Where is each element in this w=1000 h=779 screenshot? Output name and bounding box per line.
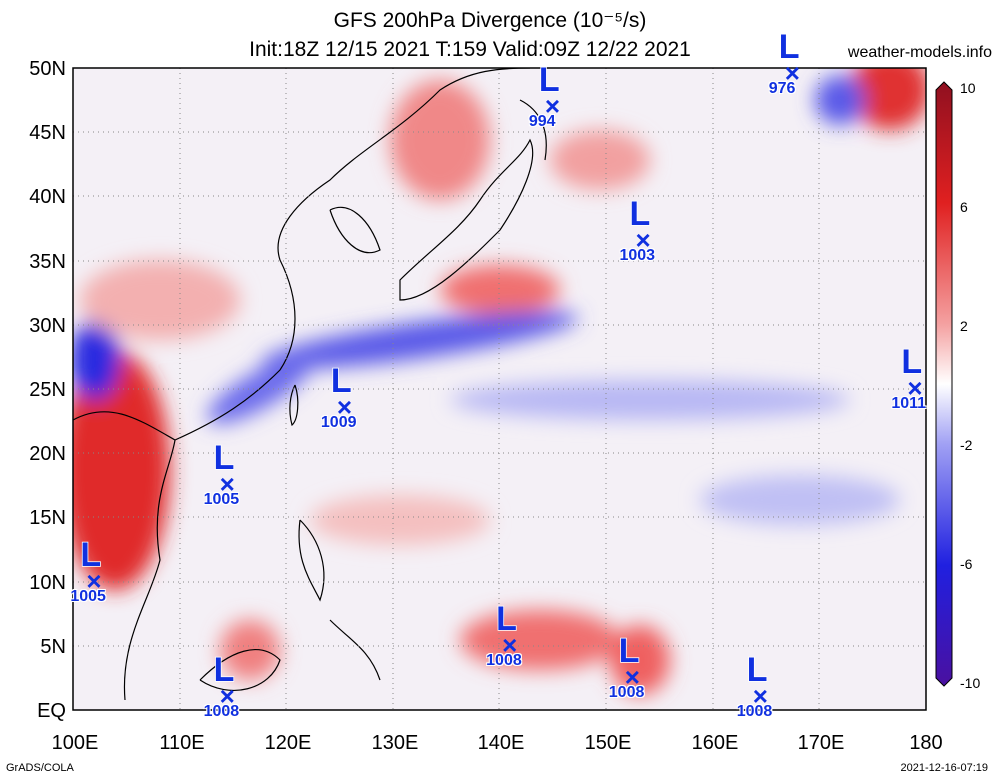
colorbar-label: 2 bbox=[960, 318, 968, 334]
low-letter: L bbox=[746, 650, 768, 690]
chart-subtitle: Init:18Z 12/15 2021 T:159 Valid:09Z 12/2… bbox=[249, 38, 691, 61]
low-center-icon: × bbox=[752, 681, 768, 712]
colorbar-label: 6 bbox=[960, 199, 968, 215]
low-letter: L bbox=[495, 599, 517, 639]
low-pressure-value: 1008 bbox=[486, 651, 522, 669]
low-center-icon: × bbox=[219, 469, 235, 500]
low-letter: L bbox=[80, 535, 102, 575]
lat-label: 10N bbox=[29, 572, 66, 594]
chart-title: GFS 200hPa Divergence (10⁻⁵/s) bbox=[333, 9, 647, 32]
lon-label: 180 bbox=[909, 732, 943, 754]
lon-label: 140E bbox=[477, 732, 525, 754]
lon-label: 170E bbox=[797, 732, 845, 754]
low-pressure-value: 1005 bbox=[70, 587, 106, 605]
lon-label: 110E bbox=[159, 732, 205, 754]
lon-label: 100E bbox=[51, 732, 99, 754]
footer-right: 2021-12-16-07:19 bbox=[900, 762, 988, 774]
low-letter: L bbox=[213, 650, 235, 690]
low-center-icon: × bbox=[907, 373, 923, 403]
lat-label: 5N bbox=[40, 636, 66, 658]
low-letter: L bbox=[901, 342, 923, 382]
lat-label: 35N bbox=[29, 251, 66, 273]
low-center-icon: × bbox=[502, 629, 518, 660]
lon-label: 120E bbox=[264, 732, 312, 754]
lat-label: 20N bbox=[29, 443, 66, 465]
lon-label: 160E bbox=[691, 732, 739, 754]
graticule bbox=[73, 68, 926, 710]
low-pressure-value: 994 bbox=[528, 112, 556, 130]
map-frame bbox=[72, 67, 927, 711]
low-center-icon: × bbox=[86, 565, 102, 596]
low-letter: L bbox=[213, 439, 235, 479]
low-center-icon: × bbox=[784, 58, 800, 89]
low-pressure-value: 976 bbox=[768, 80, 796, 98]
colorbar-label: -6 bbox=[960, 556, 973, 572]
low-pressure-value: 1011 bbox=[891, 395, 927, 412]
footer-left: GrADS/COLA bbox=[6, 762, 74, 774]
low-pressure-value: 1008 bbox=[203, 703, 240, 721]
coastlines bbox=[73, 68, 547, 701]
low-center-icon: × bbox=[624, 661, 640, 692]
low-pressure-value: 1008 bbox=[736, 703, 773, 721]
lon-label: 130E bbox=[371, 732, 419, 754]
colorbar-label: 10 bbox=[960, 80, 976, 96]
low-pressure-value: 1003 bbox=[619, 247, 656, 265]
lat-label: 15N bbox=[29, 507, 66, 529]
low-pressure-value: 1008 bbox=[608, 683, 645, 701]
lat-label: 25N bbox=[29, 379, 66, 401]
low-letter: L bbox=[629, 195, 651, 235]
low-letter: L bbox=[618, 631, 640, 671]
site-credit: weather-models.info bbox=[847, 44, 992, 61]
lat-label: 50N bbox=[29, 58, 66, 80]
low-center-icon: × bbox=[219, 681, 235, 712]
low-letter: L bbox=[330, 362, 352, 402]
lat-label: EQ bbox=[37, 700, 66, 722]
low-pressure-value: 1005 bbox=[203, 491, 240, 509]
low-pressure-value: 1009 bbox=[320, 414, 357, 432]
lat-label: 30N bbox=[29, 315, 66, 337]
lon-label: 150E bbox=[584, 732, 632, 754]
divergence-field bbox=[73, 68, 926, 695]
colorbar-label: -2 bbox=[960, 437, 973, 453]
low-letter: L bbox=[538, 60, 560, 100]
low-center-icon: × bbox=[544, 90, 560, 121]
lat-label: 40N bbox=[29, 186, 66, 208]
lat-label: 45N bbox=[29, 122, 66, 144]
low-center-icon: × bbox=[635, 225, 651, 256]
colorbar-label: -10 bbox=[960, 675, 981, 691]
low-letter: L bbox=[778, 28, 800, 68]
colorbar bbox=[935, 81, 953, 687]
low-center-icon: × bbox=[336, 392, 353, 423]
